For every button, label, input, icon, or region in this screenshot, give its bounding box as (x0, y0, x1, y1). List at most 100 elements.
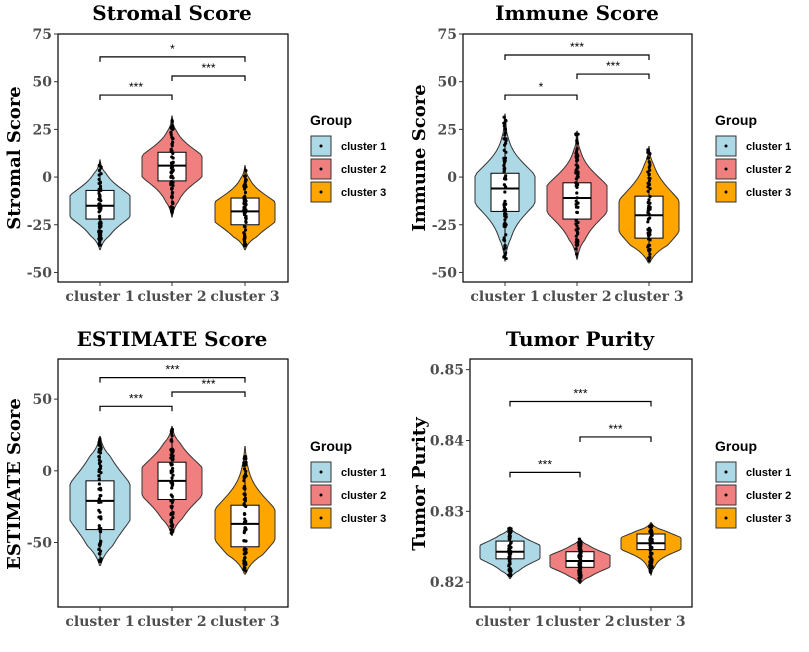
data-point (577, 547, 582, 551)
significance-label: *** (573, 387, 587, 401)
data-points-1 (507, 527, 513, 578)
data-point (243, 225, 247, 229)
data-point (574, 218, 578, 223)
data-point (170, 186, 174, 190)
data-point (99, 444, 103, 448)
data-point (244, 504, 248, 509)
y-tick-label: 25 (33, 122, 52, 138)
data-point (574, 240, 578, 244)
data-point (579, 554, 583, 558)
data-point (508, 560, 512, 564)
data-point (244, 469, 248, 473)
data-point (646, 201, 650, 205)
data-point (648, 230, 652, 234)
data-point (578, 564, 583, 568)
data-point (243, 205, 247, 209)
data-point (649, 528, 654, 533)
legend-key-dot (319, 144, 323, 148)
data-point (502, 159, 506, 163)
data-point (648, 247, 652, 252)
data-point (578, 579, 582, 583)
data-point (99, 199, 103, 203)
data-point (646, 220, 650, 224)
data-point (242, 184, 246, 188)
data-points-3 (648, 523, 654, 574)
data-point (649, 523, 654, 528)
x-tick-label: cluster 1 (65, 289, 134, 305)
legend-key-dot (724, 190, 728, 194)
data-point (579, 561, 583, 566)
significance-label: *** (201, 377, 215, 391)
data-point (170, 462, 174, 467)
y-tick-label: -50 (27, 265, 53, 281)
legend-title: Group (310, 112, 352, 128)
data-point (98, 184, 103, 189)
legend-key-dot (319, 190, 323, 194)
bracket-line (509, 400, 652, 407)
bracket-line (99, 405, 173, 412)
x-tick-label: cluster 2 (545, 614, 614, 630)
legend-key-dot (724, 167, 728, 171)
data-point (502, 238, 507, 243)
data-point (502, 170, 506, 174)
y-tick-label: 75 (438, 27, 457, 43)
data-point (170, 428, 174, 432)
data-point (170, 483, 174, 488)
data-point (98, 220, 102, 224)
legend-key-dot (724, 470, 728, 474)
data-point (648, 551, 653, 556)
y-tick-label: 0 (42, 170, 52, 186)
data-point (97, 524, 101, 528)
data-point (169, 520, 174, 524)
data-point (169, 147, 173, 151)
data-point (646, 181, 650, 185)
data-point (503, 243, 507, 248)
significance-label: * (539, 80, 544, 94)
data-point (170, 481, 175, 485)
data-point (98, 510, 102, 514)
data-point (99, 539, 103, 544)
data-point (242, 567, 246, 572)
data-point (575, 196, 579, 200)
bracket-line (171, 75, 246, 81)
bracket-line (509, 471, 581, 478)
data-point (649, 540, 653, 545)
data-point (502, 222, 506, 227)
data-point (170, 169, 174, 173)
data-point (507, 573, 511, 577)
data-point (648, 252, 652, 256)
data-point (574, 163, 578, 167)
data-point (504, 137, 508, 141)
data-points-3 (242, 454, 248, 573)
data-point (575, 252, 579, 256)
bracket-line (171, 391, 246, 397)
data-point (649, 535, 653, 539)
data-point (244, 219, 248, 223)
data-point (170, 486, 174, 490)
data-point (648, 152, 652, 156)
significance-label: *** (538, 457, 552, 471)
data-point (503, 218, 507, 222)
data-point (504, 174, 508, 178)
data-point (243, 236, 247, 240)
data-point (507, 563, 511, 567)
data-point (97, 474, 101, 478)
legend-label: cluster 2 (341, 164, 386, 176)
data-point (243, 216, 248, 220)
significance-bracket: *** (99, 363, 246, 383)
data-point (647, 160, 651, 164)
data-point (576, 232, 580, 236)
data-point (648, 567, 652, 571)
data-point (99, 464, 103, 468)
legend-key-dot (319, 470, 323, 474)
data-point (169, 511, 174, 515)
data-point (98, 194, 102, 199)
data-point (171, 458, 175, 462)
data-point (242, 479, 246, 483)
significance-bracket: * (504, 80, 578, 101)
y-tick-label: 0.82 (430, 575, 464, 591)
data-points-1 (502, 115, 508, 261)
data-point (98, 558, 102, 562)
data-point (507, 544, 511, 548)
